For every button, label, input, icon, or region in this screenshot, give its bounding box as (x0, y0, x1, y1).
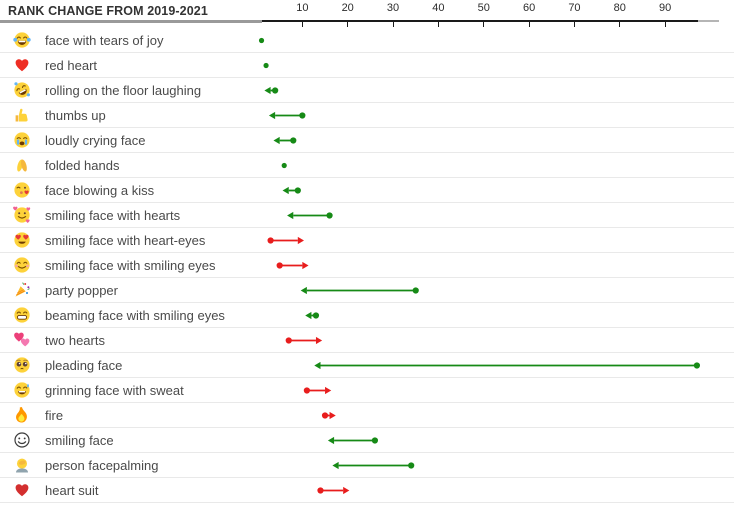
relaxed-icon (13, 431, 31, 449)
axis-tick-label: 50 (477, 2, 490, 14)
axis-tick-label: 60 (522, 2, 536, 14)
emoji-rank-row: pleading face (0, 353, 734, 378)
emoji-rank-row: smiling face with hearts (0, 203, 734, 228)
emoji-rank-row: loudly crying face (0, 128, 734, 153)
emoji-label: folded hands (45, 157, 120, 173)
axis-tick (619, 22, 621, 27)
emoji-rank-row: thumbs up (0, 103, 734, 128)
heart-suit-icon (13, 481, 31, 499)
sob-icon (13, 131, 31, 149)
emoji-label: face blowing a kiss (45, 182, 155, 198)
plead-icon (13, 356, 31, 374)
chart-title: RANK CHANGE FROM 2019-2021 (8, 4, 208, 18)
axis-tick-label: 10 (296, 2, 309, 14)
axis-tick (528, 22, 530, 27)
title-underline (0, 20, 262, 23)
emoji-rank-row: smiling face with heart-eyes (0, 228, 734, 253)
fire-icon (13, 406, 31, 424)
x-axis-extension (698, 20, 719, 22)
axis-tick (664, 22, 666, 27)
axis-tick-label: 20 (341, 2, 354, 14)
emoji-label: smiling face with heart-eyes (45, 232, 206, 248)
axis-tick-label: 40 (432, 2, 445, 14)
emoji-rank-row: two hearts (0, 328, 734, 353)
axis-tick (347, 22, 349, 27)
kiss-icon (13, 181, 31, 199)
emoji-rank-row: smiling face with smiling eyes (0, 253, 734, 278)
heart-eyes-icon (13, 231, 31, 249)
emoji-label: loudly crying face (45, 132, 146, 148)
emoji-label: red heart (45, 57, 98, 73)
blush-icon (13, 256, 31, 274)
emoji-rank-row: face with tears of joy (0, 28, 734, 53)
pray-icon (13, 156, 31, 174)
emoji-label: thumbs up (45, 107, 106, 123)
emoji-rank-row: grinning face with sweat (0, 378, 734, 403)
rofl-icon (13, 81, 31, 99)
emoji-label: heart suit (45, 482, 99, 498)
emoji-rank-row: fire (0, 403, 734, 428)
axis-tick-label: 80 (613, 2, 626, 14)
emoji-label: pleading face (45, 357, 123, 373)
emoji-label: face with tears of joy (45, 32, 164, 48)
axis-tick (483, 22, 485, 27)
emoji-label: two hearts (45, 332, 105, 348)
emoji-label: beaming face with smiling eyes (45, 307, 225, 323)
party-icon (13, 281, 31, 299)
emoji-rank-list: face with tears of joy red heart rolling o… (0, 28, 734, 503)
axis-tick (573, 22, 575, 27)
emoji-rank-row: heart suit (0, 478, 734, 503)
beam-icon (13, 306, 31, 324)
facepalm-icon (13, 456, 31, 474)
x-axis-line (262, 20, 698, 22)
emoji-label: rolling on the floor laughing (45, 82, 202, 98)
emoji-rank-row: party popper (0, 278, 734, 303)
hearts-face-icon (13, 206, 31, 224)
emoji-rank-row: folded hands (0, 153, 734, 178)
axis-tick (437, 22, 439, 27)
axis-tick-label: 70 (568, 2, 581, 14)
joy-icon (13, 31, 31, 49)
axis-tick (392, 22, 394, 27)
thumbs-up-icon (13, 106, 31, 124)
emoji-rank-row: smiling face (0, 428, 734, 453)
emoji-label: person facepalming (45, 457, 159, 473)
axis-tick (301, 22, 303, 27)
emoji-label: smiling face (45, 432, 114, 448)
emoji-rank-row: red heart (0, 53, 734, 78)
emoji-label: smiling face with hearts (45, 207, 181, 223)
emoji-rank-row: face blowing a kiss (0, 178, 734, 203)
emoji-label: party popper (45, 282, 118, 298)
axis-tick-label: 90 (659, 2, 672, 14)
axis-tick-label: 30 (386, 2, 400, 14)
emoji-label: smiling face with smiling eyes (45, 257, 216, 273)
two-hearts-icon (13, 331, 31, 349)
emoji-rank-row: rolling on the floor laughing (0, 78, 734, 103)
emoji-label: fire (45, 407, 64, 423)
emoji-label: grinning face with sweat (45, 382, 184, 398)
red-heart-icon (13, 56, 31, 74)
sweat-icon (13, 381, 31, 399)
emoji-rank-row: person facepalming (0, 453, 734, 478)
emoji-rank-row: beaming face with smiling eyes (0, 303, 734, 328)
